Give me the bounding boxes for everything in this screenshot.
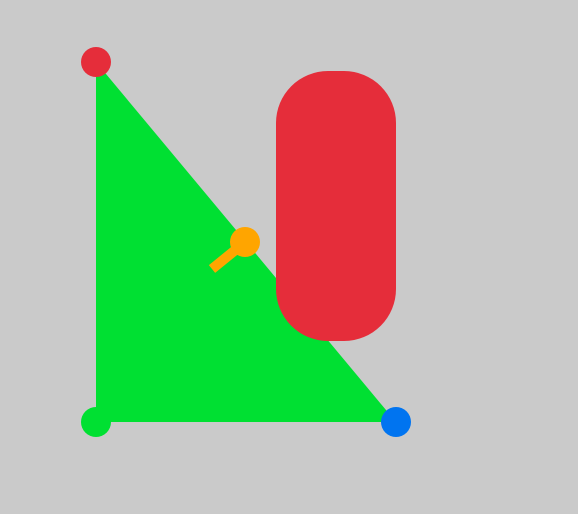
vertex-top-icon[interactable]: [81, 47, 111, 77]
vertex-bottom-left-icon[interactable]: [81, 407, 111, 437]
rotation-handle[interactable]: [208, 227, 260, 273]
red-rounded-rectangle[interactable]: [276, 71, 396, 341]
handle-knob-icon[interactable]: [230, 227, 260, 257]
vertex-bottom-right-icon[interactable]: [381, 407, 411, 437]
